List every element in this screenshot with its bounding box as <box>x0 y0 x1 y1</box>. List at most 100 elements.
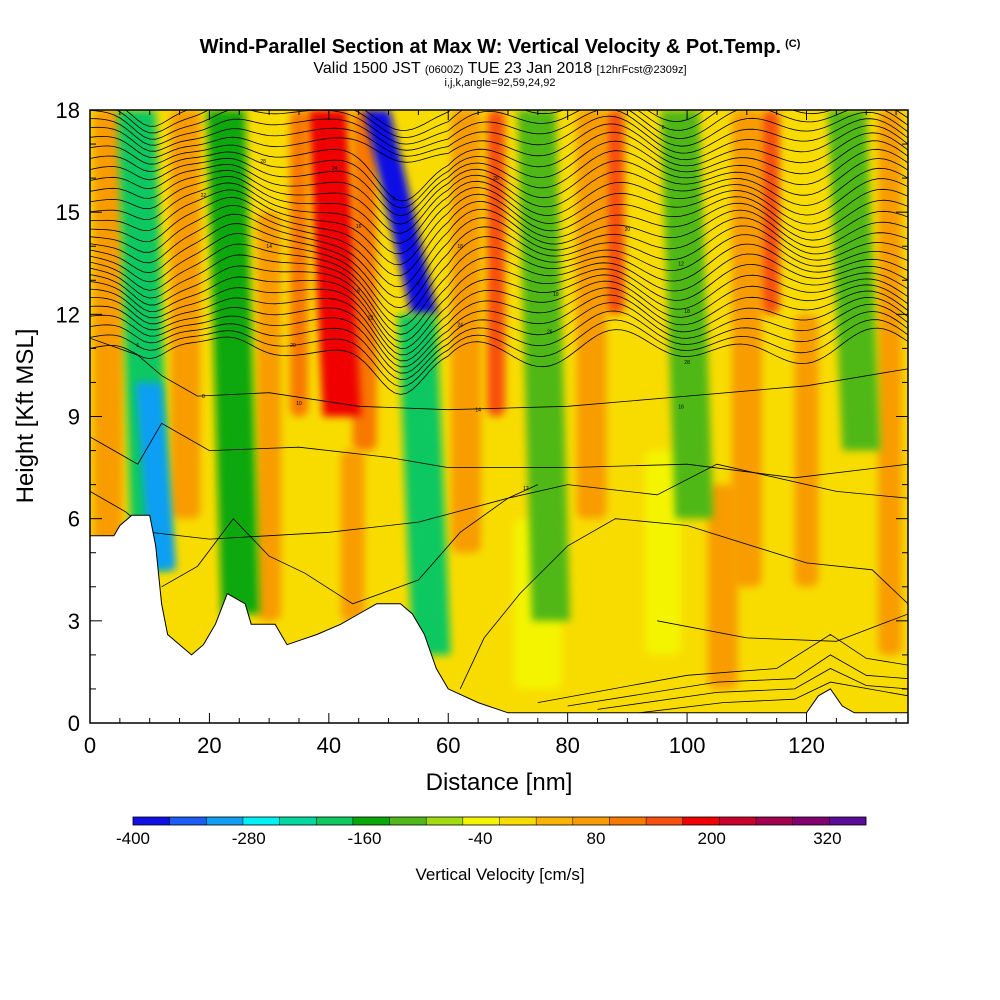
isentropes: 6 8 10 12 14 16 18 20 22 24 26 28 6 8 10 12 14 16 18 20 22 24… <box>90 110 908 714</box>
isentrope-line <box>90 223 908 309</box>
colorbar-swatch <box>169 817 207 825</box>
colorbar-swatch <box>462 817 500 825</box>
isentrope-label: 10 <box>296 401 302 407</box>
axes: 0 20 40 60 80 100 120 0 3 6 9 12 15 18 <box>56 98 908 758</box>
isentrope-line <box>90 110 908 145</box>
isentrope-line <box>90 294 908 368</box>
colorbar-tick-label: -160 <box>347 829 381 848</box>
isentrope-label: 20 <box>290 343 296 349</box>
isentrope-line <box>90 182 908 255</box>
isentrope-line <box>90 310 908 381</box>
x-tick-label: 20 <box>197 733 221 758</box>
isentrope-label: 18 <box>457 244 463 250</box>
valid-zulu: (0600Z) <box>424 64 464 76</box>
isentrope-label: 26 <box>547 329 553 335</box>
isentrope-line <box>90 319 908 388</box>
colorbar-swatch <box>499 817 537 825</box>
isentrope-line <box>459 518 908 690</box>
field-texture <box>487 110 505 417</box>
isentrope-label: 16 <box>678 404 684 410</box>
colorbar-swatch <box>792 817 830 825</box>
isentrope-label: 14 <box>266 244 272 250</box>
velocity-band <box>308 110 362 417</box>
field-texture <box>170 110 201 519</box>
colorbar-swatch <box>682 817 720 825</box>
colorbar-swatch <box>389 817 427 825</box>
isentrope-line <box>90 189 908 266</box>
field-texture <box>257 212 282 621</box>
isentrope-label: 24 <box>457 323 463 329</box>
colorbar-swatch <box>316 817 354 825</box>
velocity-band <box>827 110 881 451</box>
isentrope-line <box>567 654 908 707</box>
field-texture <box>794 314 819 587</box>
y-tick-label: 15 <box>56 200 80 225</box>
colorbar-swatch <box>279 817 317 825</box>
isentrope-line <box>90 175 908 244</box>
isentrope-line <box>161 484 538 605</box>
colorbar-tick-label: -40 <box>468 829 493 848</box>
velocity-band <box>135 382 176 570</box>
x-tick-label: 0 <box>84 733 96 758</box>
y-axis-label: Height [Kft MSL] <box>12 329 39 504</box>
isentrope-label: 8 <box>417 282 420 288</box>
isentrope-line <box>90 110 908 151</box>
y-tick-label: 3 <box>68 609 80 634</box>
x-tick-label: 80 <box>555 733 579 758</box>
isentrope-label: 28 <box>684 360 690 366</box>
y-tick-label: 12 <box>56 302 80 327</box>
colorbar-tick-label: 200 <box>697 829 725 848</box>
isentrope-line <box>90 287 908 362</box>
isentrope-line <box>90 263 908 343</box>
field-texture <box>451 110 482 553</box>
isentrope-line <box>90 148 908 217</box>
isentrope-line <box>90 253 908 335</box>
isentrope-label: 6 <box>357 288 360 294</box>
velocity-band <box>363 110 438 315</box>
section-params: i,j,k,angle=92,59,24,92 <box>444 77 556 89</box>
y-tick-label: 0 <box>68 711 80 736</box>
colorbar-swatch <box>829 817 867 825</box>
field-texture <box>731 110 762 587</box>
isentrope-label: 14 <box>475 408 481 414</box>
colorbar-tick-label: -280 <box>232 829 266 848</box>
field-texture <box>340 450 365 621</box>
isentrope-line <box>90 243 908 327</box>
terrain <box>89 514 909 724</box>
isentrope-label: 24 <box>332 166 338 172</box>
isentrope-label: 20 <box>625 227 631 233</box>
field-texture <box>606 110 625 315</box>
colorbar-swatch <box>536 817 574 825</box>
velocity-band <box>207 110 260 615</box>
isentrope-line <box>639 681 908 714</box>
isentrope-label: 8 <box>202 394 205 400</box>
x-axis-label: Distance [nm] <box>426 769 573 796</box>
isentrope-label: 12 <box>678 261 684 267</box>
isentrope-line <box>90 337 908 411</box>
isentrope-line <box>90 280 908 356</box>
colorbar-swatch <box>242 817 280 825</box>
colorbar-swatch <box>133 817 170 825</box>
y-tick-label: 18 <box>56 98 80 123</box>
isentrope-line <box>90 233 908 318</box>
field-texture <box>576 110 607 519</box>
isentrope-line <box>657 613 908 642</box>
x-tick-label: 120 <box>788 733 825 758</box>
colorbar-tick-label: 80 <box>586 829 605 848</box>
colorbar-swatch <box>756 817 793 825</box>
isentrope-label: 10 <box>553 292 559 298</box>
colorbar-label: Vertical Velocity [cm/s] <box>415 865 584 884</box>
isentrope-line <box>90 140 908 209</box>
valid-prefix: Valid 1500 JST <box>313 60 421 77</box>
colorbar-tick-label: 320 <box>813 829 841 848</box>
colorbar-swatch <box>206 817 244 825</box>
colorbar-swatch <box>646 817 684 825</box>
isentrope-label: 26 <box>493 176 499 182</box>
isentrope-line <box>90 115 908 157</box>
title-text: Wind-Parallel Section at Max W: Vertical… <box>199 36 782 58</box>
forecast-info: [12hrFcst@2309z] <box>596 64 687 76</box>
x-tick-label: 100 <box>669 733 706 758</box>
isentrope-label: 18 <box>684 309 690 315</box>
isentrope-label: 16 <box>356 224 362 230</box>
velocity-band <box>660 110 714 519</box>
